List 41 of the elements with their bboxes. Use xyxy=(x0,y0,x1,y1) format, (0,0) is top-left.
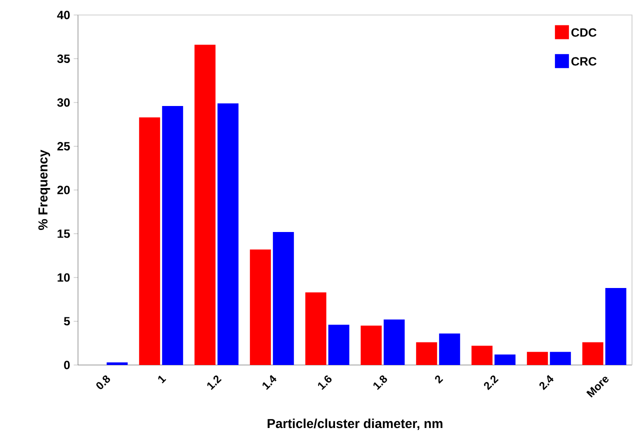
bar xyxy=(360,326,382,365)
y-tick-label: 30 xyxy=(57,98,70,107)
bar xyxy=(250,250,271,365)
x-tick-label: 1.4 xyxy=(262,374,276,390)
y-tick-label: 15 xyxy=(58,230,70,238)
y-tick-label: 20 xyxy=(57,186,70,194)
legend-label: CDC xyxy=(571,28,596,37)
y-axis-title: % Frequency xyxy=(38,150,50,230)
bar xyxy=(416,342,438,365)
x-tick-label: 1.6 xyxy=(318,375,332,390)
bar xyxy=(472,346,493,365)
y-tick-label: 10 xyxy=(58,273,70,282)
bar xyxy=(139,117,160,365)
x-tick-label: 2.4 xyxy=(539,375,554,390)
y-tick-label: 35 xyxy=(57,54,70,63)
bar xyxy=(217,103,238,365)
bar xyxy=(162,106,184,365)
y-tick-label: 5 xyxy=(64,317,70,326)
x-tick-label: 0.8 xyxy=(96,375,110,390)
bar xyxy=(272,232,294,365)
bar xyxy=(582,342,604,365)
bar xyxy=(526,352,548,365)
y-tick-label: 0 xyxy=(64,360,70,370)
bar xyxy=(328,324,350,365)
y-tick-label: 25 xyxy=(57,142,70,150)
bar xyxy=(494,354,516,365)
bar xyxy=(106,362,128,365)
y-tick-label: 40 xyxy=(57,10,70,20)
bar xyxy=(305,292,326,365)
x-tick-label: 1.8 xyxy=(373,375,388,390)
x-tick-label: 2 xyxy=(435,375,444,384)
x-tick-label: 1 xyxy=(158,376,166,384)
legend-label: CRC xyxy=(571,57,596,66)
x-axis-title: Particle/cluster diameter, nm xyxy=(268,418,442,430)
x-tick-label: 1.2 xyxy=(207,375,222,390)
x-tick-label: 2.2 xyxy=(484,375,499,390)
bar xyxy=(194,44,216,365)
bar xyxy=(605,288,626,365)
bar xyxy=(384,320,405,365)
bar xyxy=(550,352,571,365)
bar xyxy=(439,334,460,365)
